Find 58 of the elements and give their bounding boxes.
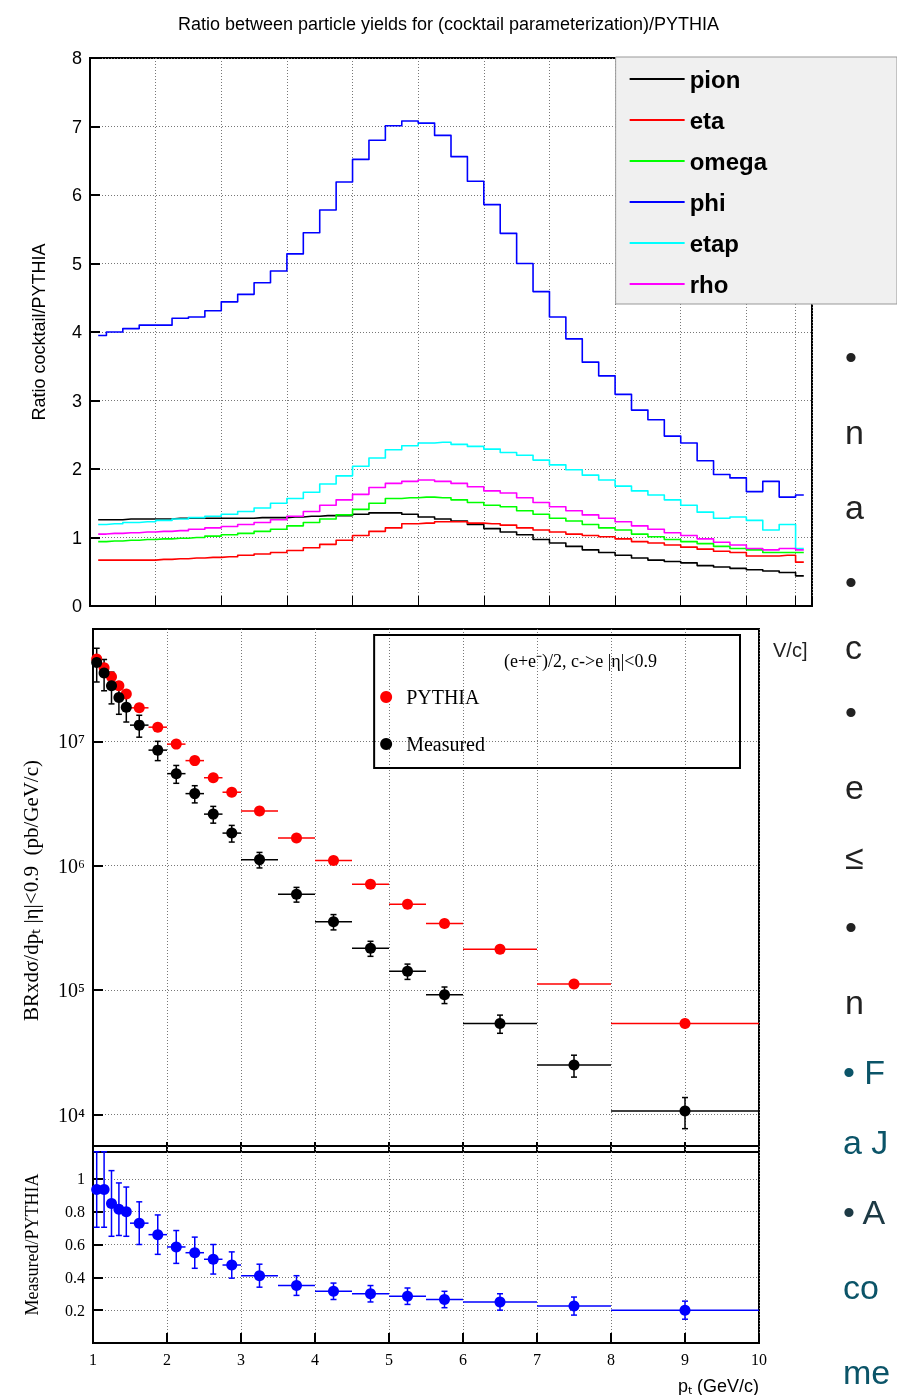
text: •	[845, 563, 857, 601]
y-tick-label: 0.6	[65, 1236, 85, 1253]
legend-label: etap	[689, 229, 739, 257]
x-tick-label: 10	[751, 1350, 767, 1368]
x-axis-title: pₜ (GeV/c)	[677, 1376, 759, 1395]
y-tick-label: 0	[71, 596, 82, 616]
y-tick-label: 6	[71, 185, 82, 205]
x-tick-label: 2	[163, 1350, 171, 1368]
y-axis-title: Ratio cocktail/PYTHIA	[29, 243, 49, 421]
legend-label: phi	[689, 188, 726, 216]
text: c	[845, 628, 862, 666]
legend-label: omega	[689, 147, 768, 175]
text: •	[845, 908, 857, 946]
y-tick-label: 1	[71, 527, 82, 548]
legend-label: rho	[689, 270, 729, 298]
y-axis-title: BRxdσ/dpₜ |η|<0.9 (pb/GeV/c)	[18, 759, 43, 1022]
x-tick-label: 8	[607, 1350, 615, 1368]
legend-label: Measured	[406, 733, 485, 755]
y-tick-label: 8	[71, 48, 82, 68]
x-tick-label: 4	[311, 1350, 319, 1368]
text: • A	[843, 1193, 886, 1231]
y-tick-label: 10⁵	[58, 979, 85, 1002]
text: n	[845, 413, 864, 451]
text: •	[845, 693, 857, 731]
text: a	[845, 488, 864, 526]
x-tick-label: 6	[459, 1350, 467, 1368]
y-tick-label: 0.4	[65, 1268, 85, 1286]
y-tick-label: 5	[71, 253, 82, 274]
legend-title: (e+e⁻)/2, c->e |η|<0.9	[503, 651, 657, 672]
text: n	[845, 983, 864, 1021]
y-tick-label: 0.2	[65, 1301, 85, 1319]
y-tick-label: 2	[71, 459, 82, 479]
x-tick-label: 5	[385, 1350, 393, 1368]
y-tick-label: 10⁶	[58, 854, 86, 877]
legend-label: pion	[689, 65, 741, 93]
text: co	[843, 1268, 879, 1306]
y-tick-label: 1	[77, 1170, 85, 1188]
text: •	[845, 338, 857, 376]
text: a J	[843, 1123, 889, 1161]
text: V/c]	[773, 639, 808, 661]
text: e	[845, 768, 864, 806]
x-tick-label: 9	[681, 1350, 689, 1368]
y-tick-label: 0.8	[65, 1203, 85, 1221]
chart-title: Ratio between particle yields for (cocktail parameterization)/PYTHIA	[177, 14, 720, 34]
text: me	[843, 1353, 891, 1391]
text: • F	[843, 1053, 886, 1091]
x-tick-label: 3	[237, 1350, 245, 1368]
x-tick-label: 7	[533, 1350, 541, 1368]
y-tick-label: 4	[71, 322, 82, 342]
x-tick-label: 1	[89, 1350, 97, 1368]
legend-label: eta	[689, 106, 725, 134]
y-tick-label: 10⁴	[58, 1103, 86, 1126]
y-axis-title: Measured/PYTHIA	[22, 1173, 42, 1316]
text: ≤	[845, 838, 864, 876]
y-tick-label: 3	[71, 390, 82, 411]
y-tick-label: 10⁷	[58, 730, 86, 753]
legend-label: PYTHIA	[406, 686, 481, 708]
y-tick-label: 7	[71, 116, 82, 137]
